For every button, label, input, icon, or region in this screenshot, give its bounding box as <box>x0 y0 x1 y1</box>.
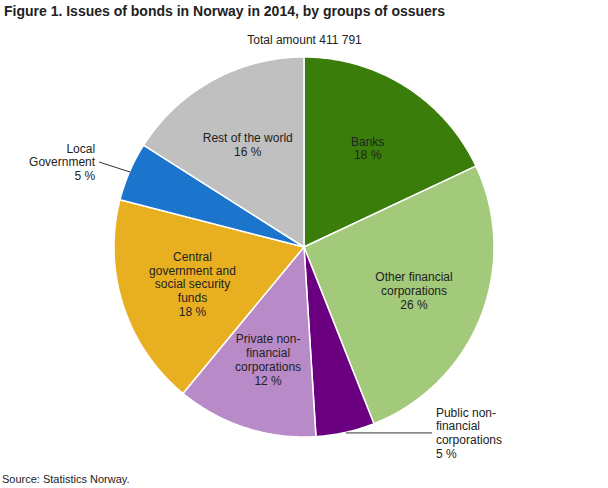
svg-text:LocalGovernment5 %: LocalGovernment5 % <box>29 142 96 184</box>
svg-text:Centralgovernment andsocial se: Centralgovernment andsocial securityfund… <box>149 250 236 319</box>
svg-text:Other financialcorporations26: Other financialcorporations26 % <box>375 270 452 312</box>
html-text:Source: Statistics Norway.: Source: Statistics Norway. <box>2 473 130 485</box>
svg-text:Total amount 411 791: Total amount 411 791 <box>247 33 362 47</box>
svg-text:Public non-financialcorporatio: Public non-financialcorporations5 % <box>436 406 502 461</box>
svg-text:Private non-financialcorporati: Private non-financialcorporations12 % <box>235 332 301 387</box>
svg-text:Banks18 %: Banks18 % <box>351 135 384 163</box>
svg-text:Rest of the world16 %: Rest of the world16 % <box>203 131 293 159</box>
html-text:Figure 1. Issues of bonds in N: Figure 1. Issues of bonds in Norway in 2… <box>4 3 446 19</box>
